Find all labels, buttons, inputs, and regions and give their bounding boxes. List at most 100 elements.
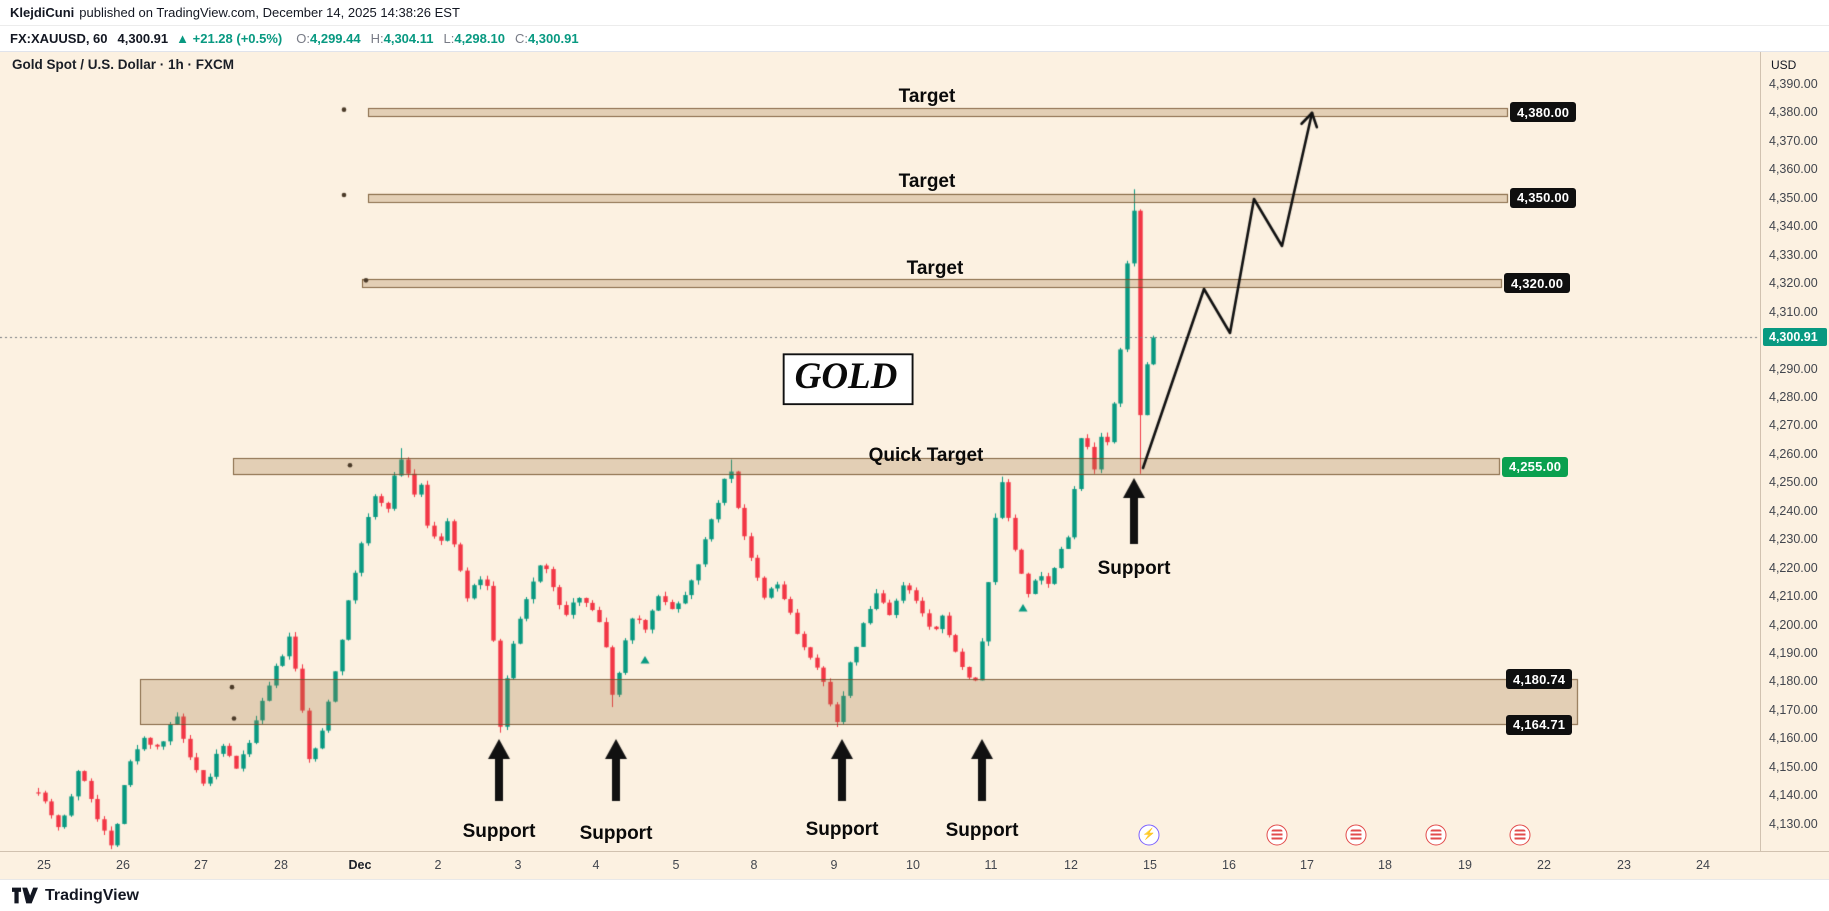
- support-2-text: Support: [579, 823, 653, 844]
- publish-bar: KlejdiCuni published on TradingView.com,…: [0, 0, 1829, 26]
- time-label: 5: [672, 858, 680, 872]
- price-tick: 4,140.00: [1769, 788, 1818, 803]
- time-label: 18: [1378, 858, 1392, 872]
- quick-target-text: Quick Target: [868, 445, 984, 466]
- price-tick: 4,130.00: [1769, 816, 1818, 831]
- ohlc-low: L:4,298.10: [444, 31, 505, 46]
- idea-event-icon[interactable]: ⚡: [1138, 824, 1160, 846]
- time-label: 17: [1300, 858, 1314, 872]
- support-1-text: Support: [462, 821, 536, 842]
- currency-label: USD: [1771, 58, 1797, 72]
- price-tick: 4,390.00: [1769, 77, 1818, 92]
- time-label: 12: [1064, 858, 1078, 872]
- price-tick: 4,160.00: [1769, 731, 1818, 746]
- economic-event-icon[interactable]: [1425, 824, 1447, 846]
- price-tick: 4,290.00: [1769, 361, 1818, 376]
- price-tick: 4,380.00: [1769, 105, 1818, 120]
- time-label: 9: [830, 858, 838, 872]
- price-tick: 4,350.00: [1769, 190, 1818, 205]
- economic-event-icon[interactable]: [1509, 824, 1531, 846]
- price-tick: 4,360.00: [1769, 162, 1818, 177]
- price-tick: 4,370.00: [1769, 133, 1818, 148]
- low-label: L:: [443, 31, 455, 46]
- price-tick: 4,270.00: [1769, 418, 1818, 433]
- support-3-text: Support: [805, 819, 879, 840]
- target-1-text: Target: [898, 86, 956, 107]
- price-label: 4,164.71: [1506, 714, 1573, 735]
- current-price-tag: 4,300.91: [1763, 328, 1827, 347]
- change-value: +21.28 (+0.5%): [192, 31, 283, 46]
- tradingview-brand[interactable]: TradingView: [45, 886, 139, 904]
- ohlc-high: H:4,304.11: [371, 31, 434, 46]
- price-label: 4,255.00: [1502, 456, 1569, 477]
- time-label: 22: [1537, 858, 1551, 872]
- close-value: 4,300.91: [527, 31, 579, 46]
- price-tick: 4,340.00: [1769, 219, 1818, 234]
- price-tick: 4,310.00: [1769, 304, 1818, 319]
- price-tick: 4,330.00: [1769, 247, 1818, 262]
- price-tick: 4,150.00: [1769, 759, 1818, 774]
- time-label: 16: [1222, 858, 1236, 872]
- high-label: H:: [370, 31, 384, 46]
- time-label: 26: [116, 858, 130, 872]
- target-3-text: Target: [906, 258, 964, 279]
- price-tick: 4,250.00: [1769, 475, 1818, 490]
- symbol-name[interactable]: FX:XAUUSD, 60: [10, 31, 108, 46]
- time-label: 8: [750, 858, 758, 872]
- low-value: 4,298.10: [454, 31, 505, 46]
- price-tick: 4,240.00: [1769, 503, 1818, 518]
- time-label: 27: [194, 858, 208, 872]
- time-label: 10: [906, 858, 920, 872]
- time-axis[interactable]: 25 26 27 28 Dec 2 3 4 5 8 9 10 11 12 15 16 17 18 19 22 23 24: [0, 851, 1829, 880]
- time-label: 23: [1617, 858, 1631, 872]
- chart-title: Gold Spot / U.S. Dollar · 1h · FXCM: [12, 57, 234, 72]
- chart-area: Gold Spot / U.S. Dollar · 1h · FXCM GOLD…: [0, 52, 1829, 879]
- symbol-bar: FX:XAUUSD, 60 4,300.91 ▲ +21.28 (+0.5%) …: [0, 26, 1829, 52]
- price-tick: 4,260.00: [1769, 446, 1818, 461]
- economic-event-icon[interactable]: [1345, 824, 1367, 846]
- price-tick: 4,190.00: [1769, 646, 1818, 661]
- time-label: 28: [274, 858, 288, 872]
- publisher-name[interactable]: KlejdiCuni: [10, 5, 75, 20]
- price-change: ▲ +21.28 (+0.5%): [176, 31, 282, 46]
- price-tick: 4,320.00: [1769, 276, 1818, 291]
- price-tick: 4,220.00: [1769, 560, 1818, 575]
- gold-watermark-label: GOLD: [782, 353, 914, 405]
- time-label: 15: [1143, 858, 1157, 872]
- price-tick: 4,170.00: [1769, 702, 1818, 717]
- time-label: 19: [1458, 858, 1472, 872]
- price-label: 4,350.00: [1510, 187, 1577, 208]
- economic-event-icon[interactable]: [1266, 824, 1288, 846]
- time-label: 3: [514, 858, 522, 872]
- price-label: 4,180.74: [1506, 669, 1573, 690]
- time-label: 25: [37, 858, 51, 872]
- tradingview-logo-icon[interactable]: [12, 887, 38, 904]
- time-label: 11: [984, 858, 998, 872]
- price-tick: 4,230.00: [1769, 532, 1818, 547]
- time-label: Dec: [348, 858, 372, 872]
- support-4-text: Support: [945, 820, 1019, 841]
- price-label: 4,320.00: [1504, 273, 1571, 294]
- price-tick: 4,200.00: [1769, 617, 1818, 632]
- up-arrow-icon: ▲: [176, 31, 190, 46]
- time-label: 4: [592, 858, 600, 872]
- price-tick: 4,180.00: [1769, 674, 1818, 689]
- high-value: 4,304.11: [383, 31, 434, 46]
- support-mid-text: Support: [1097, 558, 1171, 579]
- price-tick: 4,280.00: [1769, 389, 1818, 404]
- price-scale[interactable]: USD 4,300.91 4,390.00 4,380.00 4,370.00 4,3…: [1760, 52, 1829, 851]
- open-value: 4,299.44: [310, 31, 361, 46]
- ohlc-close: C:4,300.91: [515, 31, 579, 46]
- close-label: C:: [514, 31, 528, 46]
- target-2-text: Target: [898, 171, 956, 192]
- footer-bar: TradingView: [0, 879, 1829, 911]
- price-label: 4,380.00: [1510, 102, 1577, 123]
- publish-info: published on TradingView.com, December 1…: [79, 5, 460, 20]
- open-label: O:: [296, 31, 310, 46]
- last-price: 4,300.91: [117, 31, 169, 46]
- price-tick: 4,210.00: [1769, 589, 1818, 604]
- time-label: 2: [434, 858, 442, 872]
- ohlc-open: O:4,299.44: [296, 31, 360, 46]
- time-label: 24: [1696, 858, 1710, 872]
